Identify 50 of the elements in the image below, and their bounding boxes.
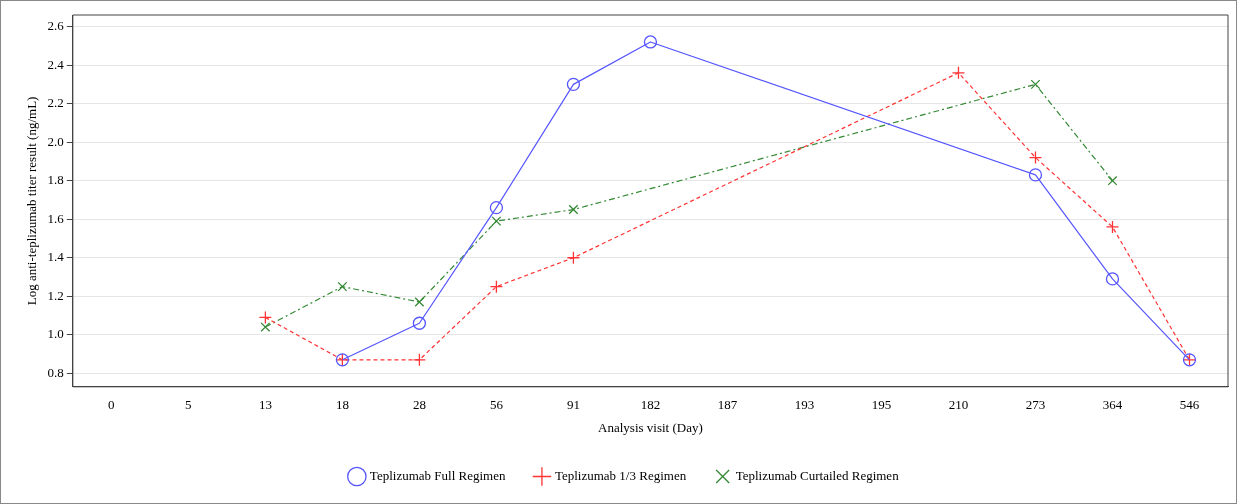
point bbox=[568, 204, 579, 215]
x-tick-label: 210 bbox=[948, 397, 969, 413]
x-tick-label: 28 bbox=[412, 397, 426, 413]
y-axis-title: Log anti-teplizumab titer result (ng/mL) bbox=[24, 96, 40, 306]
point bbox=[258, 310, 273, 325]
point bbox=[566, 251, 581, 265]
x-tick-label: 13 bbox=[258, 397, 272, 413]
y-tick-label: 1.8 bbox=[47, 172, 64, 188]
y-tick-label: 1.6 bbox=[47, 210, 65, 226]
y-tick-label: 1.2 bbox=[47, 287, 64, 303]
point bbox=[491, 216, 502, 227]
point bbox=[412, 353, 427, 367]
x-tick-label: 5 bbox=[185, 397, 192, 413]
point bbox=[412, 316, 427, 330]
y-tick-label: 2.2 bbox=[47, 95, 64, 111]
point bbox=[1105, 220, 1120, 234]
x-tick-label: 187 bbox=[717, 397, 738, 413]
x-tick-label: 182 bbox=[640, 397, 661, 413]
point bbox=[1030, 79, 1041, 90]
y-tick-label: 1.0 bbox=[47, 326, 64, 342]
legend-label: Teplizumab Full Regimen bbox=[369, 467, 506, 483]
legend-label: Teplizumab Curtailed Regimen bbox=[735, 467, 900, 483]
x-tick-label: 91 bbox=[566, 397, 580, 413]
x-axis-title: Analysis visit (Day) bbox=[598, 419, 703, 435]
point bbox=[1107, 175, 1118, 186]
y-tick-label: 2.0 bbox=[47, 133, 64, 149]
point bbox=[643, 35, 658, 49]
x-tick-label: 56 bbox=[489, 397, 504, 413]
x-tick-label: 193 bbox=[794, 397, 815, 413]
point bbox=[1028, 168, 1043, 182]
y-tick-label: 0.8 bbox=[47, 364, 64, 380]
y-tick-label: 2.6 bbox=[47, 17, 65, 33]
x-tick-label: 364 bbox=[1102, 397, 1123, 413]
point bbox=[260, 322, 271, 332]
y-tick-label: 1.4 bbox=[47, 249, 65, 265]
x-tick-label: 18 bbox=[335, 397, 349, 413]
x-tick-label: 0 bbox=[108, 397, 115, 413]
point bbox=[489, 200, 504, 215]
legend-label: Teplizumab 1/3 Regimen bbox=[554, 467, 687, 483]
point bbox=[1028, 150, 1043, 165]
x-tick-label: 195 bbox=[871, 397, 892, 413]
x-tick-label: 546 bbox=[1179, 397, 1200, 413]
point bbox=[566, 77, 581, 91]
point bbox=[337, 281, 348, 292]
point bbox=[1105, 272, 1120, 286]
point bbox=[489, 279, 504, 294]
point bbox=[414, 297, 425, 307]
point bbox=[951, 66, 966, 80]
x-tick-label: 273 bbox=[1025, 397, 1046, 413]
y-tick-label: 2.4 bbox=[47, 56, 65, 72]
